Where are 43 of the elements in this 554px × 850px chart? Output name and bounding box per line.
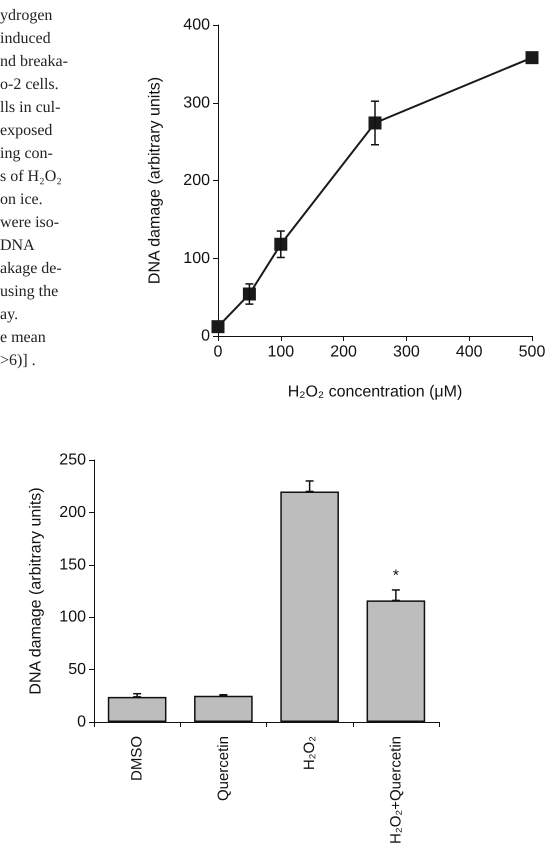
y-tick-label: 100 [183, 250, 210, 267]
text: exposed [0, 121, 54, 141]
annotation: * [392, 567, 399, 584]
text: >6)] . [0, 351, 37, 371]
x-tick-label: 200 [330, 344, 358, 360]
x-tick-label: 100 [267, 344, 294, 360]
text: were iso- [0, 213, 60, 233]
text: DNA [0, 236, 36, 256]
y-tick-label: 300 [183, 94, 210, 112]
text: nd breaka- [0, 52, 69, 72]
y-tick-label: 250 [59, 452, 86, 468]
text: e mean [0, 328, 47, 348]
x-tick-label: DMSO [128, 736, 146, 781]
text: s of H₂O₂ [0, 167, 63, 187]
text: ay. [0, 305, 20, 325]
x-axis-title: H₂O₂ concentration (μM) [288, 384, 462, 400]
text: using the [0, 282, 60, 302]
y-tick-label: 0 [77, 714, 86, 730]
text: akage de- [0, 259, 63, 279]
y-tick-label: 200 [59, 504, 86, 521]
y-tick-label: 400 [183, 16, 210, 34]
y-tick-label: 150 [59, 556, 86, 574]
point [526, 51, 538, 64]
text: lls in cul- [0, 98, 62, 118]
y-axis-title: DNA damage (arbitrary units) [28, 487, 44, 695]
y-tick-label: 200 [183, 172, 210, 189]
x-tick-label: H₂O₂+Quercetin [387, 736, 404, 844]
x-tick-label: 400 [456, 344, 483, 360]
text: ydrogen [0, 6, 54, 26]
x-tick-label: 300 [393, 344, 420, 360]
point [212, 320, 224, 334]
y-axis-title: DNA damage (arbitrary units) [146, 76, 164, 284]
text: induced [0, 29, 52, 49]
x-tick-label: H₂O₂ [301, 736, 318, 770]
text: on ice. [0, 190, 44, 210]
y-tick-label: 50 [68, 661, 86, 678]
y-tick-label: 0 [201, 328, 210, 344]
x-tick-label: Quercetin [214, 736, 232, 802]
text: o-2 cells. [0, 75, 60, 95]
x-tick-label: 0 [214, 344, 223, 360]
text: ing con- [0, 144, 54, 164]
y-tick-label: 100 [59, 608, 86, 626]
x-tick-label: 500 [518, 344, 546, 360]
